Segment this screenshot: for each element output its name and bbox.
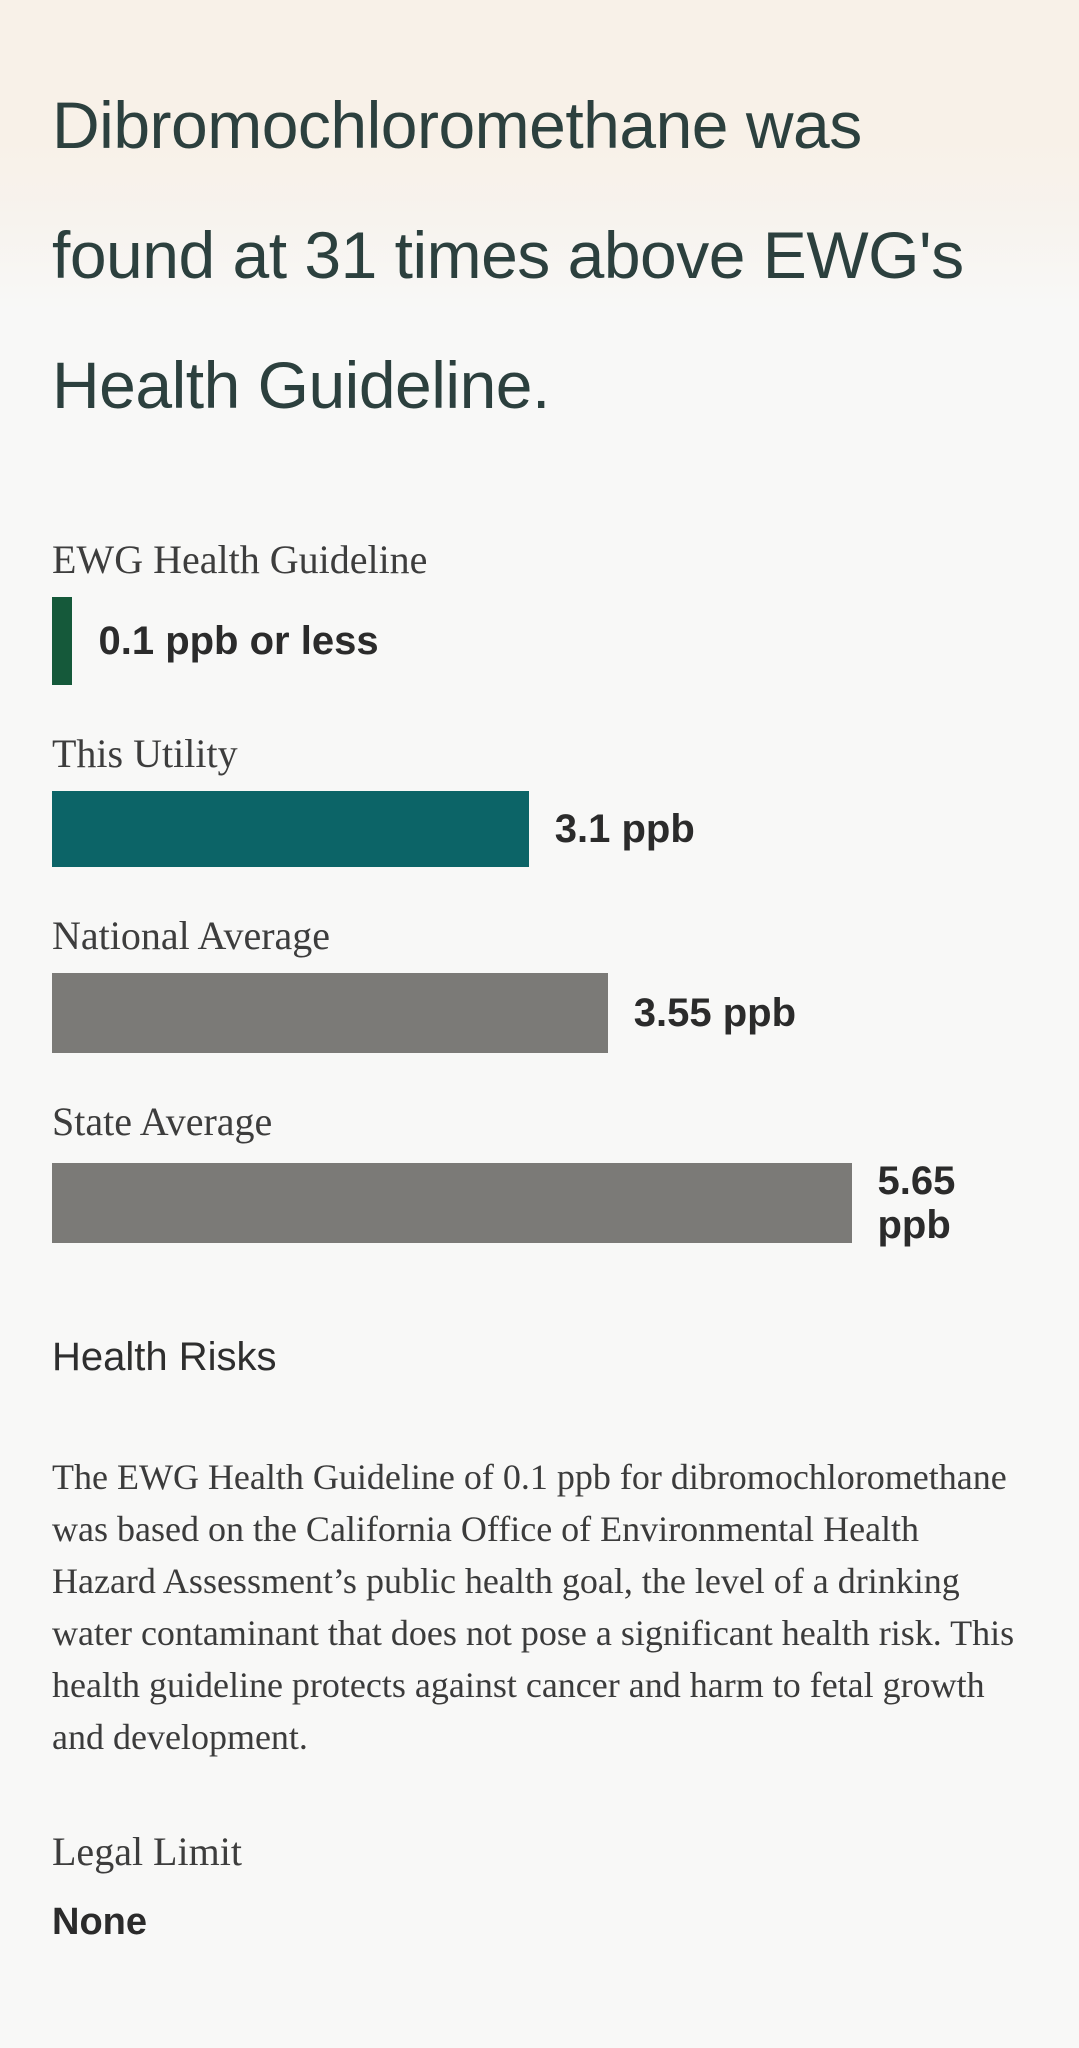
row-label-this-utility: This Utility: [52, 731, 238, 776]
bar-this-utility: [52, 791, 529, 867]
bar-value-national-average: 3.55 ppb: [633, 991, 797, 1035]
bar-value-this-utility: 3.1 ppb: [554, 807, 695, 851]
bar-line-state-average: 5.65 ppb: [52, 1159, 1027, 1247]
bar-ewg-guideline: [52, 597, 73, 685]
row-label-national-average: National Average: [52, 913, 331, 958]
health-risks-section: Health Risks The EWG Health Guideline of…: [52, 1333, 1027, 1763]
chart-row-ewg-guideline: EWG Health Guideline 0.1 ppb or less: [52, 535, 1027, 685]
legal-limit-section: Legal Limit None: [52, 1827, 1027, 1945]
contaminant-bar-chart: EWG Health Guideline 0.1 ppb or less Thi…: [52, 535, 1027, 1247]
health-risks-paragraph: The EWG Health Guideline of 0.1 ppb for …: [52, 1457, 1015, 1757]
bar-value-state-average: 5.65 ppb: [877, 1159, 956, 1247]
chart-row-this-utility: This Utility 3.1 ppb: [52, 729, 1027, 867]
row-label-ewg-guideline: EWG Health Guideline: [52, 537, 428, 582]
row-label-state-average: State Average: [52, 1099, 273, 1144]
bar-value-ewg-guideline: 0.1 ppb or less: [98, 619, 379, 663]
bar-line-ewg-guideline: 0.1 ppb or less: [52, 597, 1027, 685]
page-title: Dibromochloromethane was found at 31 tim…: [52, 88, 964, 422]
bar-line-national-average: 3.55 ppb: [52, 973, 1027, 1053]
legal-limit-value: None: [52, 1901, 147, 1943]
legal-limit-label: Legal Limit: [52, 1829, 242, 1874]
bar-national-average: [52, 973, 608, 1053]
health-risks-heading: Health Risks: [52, 1335, 277, 1379]
bar-state-average: [52, 1163, 852, 1243]
bar-line-this-utility: 3.1 ppb: [52, 791, 1027, 867]
chart-row-national-average: National Average 3.55 ppb: [52, 911, 1027, 1053]
chart-row-state-average: State Average 5.65 ppb: [52, 1097, 1027, 1247]
